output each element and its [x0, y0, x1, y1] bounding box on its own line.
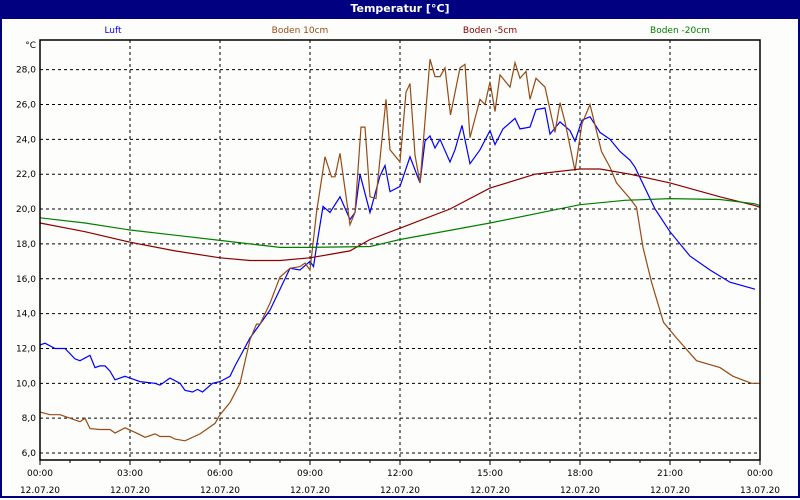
legend-item: Boden -20cm: [650, 26, 710, 36]
x-tick-date: 12.07.20: [290, 486, 330, 496]
x-tick-date: 12.07.20: [20, 486, 60, 496]
series-line-boden--5cm: [39, 168, 761, 262]
y-tick-label: 22,0: [16, 170, 36, 180]
x-tick-time: 00:00: [27, 469, 53, 479]
legend: Luft Boden 10cm Boden -5cm Boden -20cm: [104, 26, 710, 36]
legend-item: Boden -5cm: [463, 26, 517, 36]
plot-frame: [39, 39, 761, 461]
series-lines: [39, 59, 761, 442]
y-tick-label: 16,0: [16, 275, 36, 285]
legend-item: Luft: [104, 26, 122, 36]
y-tick-label: 26,0: [16, 100, 36, 110]
y-tick-label: 12,0: [16, 344, 36, 354]
x-tick-date: 12.07.20: [380, 486, 420, 496]
y-tick-label: 10,0: [16, 379, 36, 389]
grid: [40, 40, 760, 460]
x-tick-date: 12.07.20: [560, 486, 600, 496]
series-line-boden-10cm: [39, 59, 760, 442]
y-tick-label: 28,0: [16, 66, 36, 76]
axes: 6,0 8,0 10,0 12,0 14,0 16,0 18,0 20,0 22,0 24,0 26…: [16, 39, 780, 496]
series-line-boden--20cm: [39, 197, 761, 248]
y-tick-label: 20,0: [16, 205, 36, 215]
x-tick-date: 12.07.20: [650, 486, 690, 496]
x-tick-date: 12.07.20: [470, 486, 510, 496]
x-tick-time: 15:00: [477, 469, 503, 479]
window-title: Temperatur [°C]: [0, 0, 800, 19]
y-tick-label: 24,0: [16, 135, 36, 145]
x-tick-time: 00:00: [747, 469, 773, 479]
y-tick-label: 18,0: [16, 240, 36, 250]
x-tick-time: 21:00: [657, 469, 683, 479]
series-line-luft: [39, 107, 756, 393]
x-tick-time: 09:00: [297, 469, 323, 479]
y-axis-unit: °C: [25, 41, 36, 51]
x-tick-date: 13.07.20: [740, 486, 780, 496]
x-tick-time: 12:00: [387, 469, 413, 479]
x-tick-time: 03:00: [117, 469, 143, 479]
y-tick-label: 6,0: [22, 449, 37, 459]
x-tick-time: 18:00: [567, 469, 593, 479]
x-tick-date: 12.07.20: [200, 486, 240, 496]
y-tick-label: 8,0: [22, 414, 37, 424]
x-tick-date: 12.07.20: [110, 486, 150, 496]
x-tick-time: 06:00: [207, 469, 233, 479]
legend-item: Boden 10cm: [272, 26, 329, 36]
y-tick-label: 14,0: [16, 310, 36, 320]
